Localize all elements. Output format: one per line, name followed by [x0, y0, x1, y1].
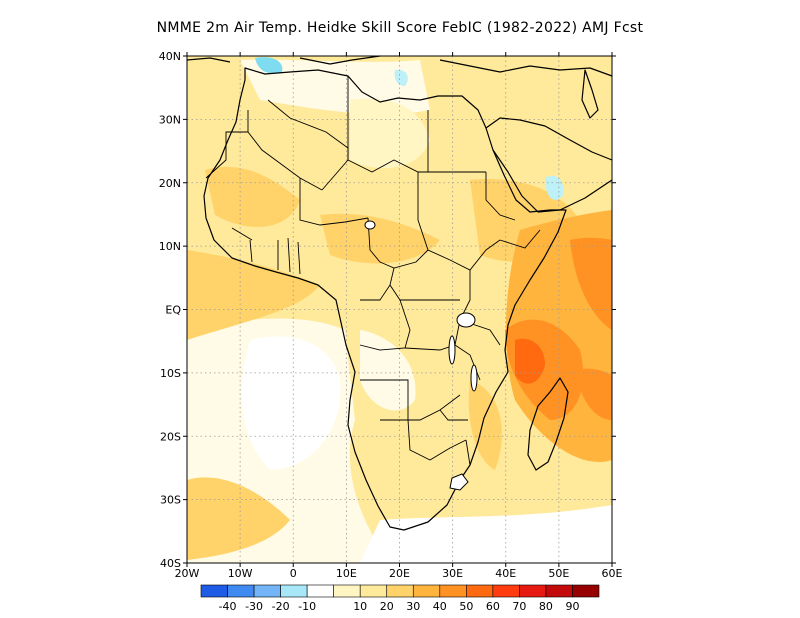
colorbar-swatch-4	[306, 584, 334, 598]
orange-region-sahel	[320, 213, 440, 264]
colorbar-swatch-8	[412, 584, 441, 598]
colorbar-label-2: -20	[272, 600, 290, 613]
white-region-atlantic-core	[241, 336, 341, 470]
white-region-southern-ocean	[360, 505, 612, 563]
lon-label-2: 0	[290, 567, 297, 580]
lake-malawi	[470, 364, 478, 392]
colorbar-swatch-14	[572, 584, 600, 598]
blue-patch-arabia	[545, 175, 564, 200]
colorbar-label-10: 70	[512, 600, 526, 613]
madagascar-coastline	[527, 377, 569, 471]
latitude-tick-labels: 40N 30N 20N 10N EQ 10S 20S 30S 40S	[159, 50, 182, 570]
map-title: NMME 2m Air Temp. Heidke Skill Score Feb…	[156, 20, 644, 36]
longitude-tick-labels: 20W 10W 0 10E 20E 30E 40E 50E 60E	[175, 567, 623, 580]
colorbar-swatch-2	[253, 584, 281, 598]
lat-label-2: 20N	[159, 177, 181, 190]
orange-region-southeast-atlantic	[187, 477, 290, 560]
colorbar	[200, 584, 600, 598]
lakes	[364, 220, 478, 491]
colorbar-label-0: -40	[219, 600, 237, 613]
lake-victoria	[456, 312, 476, 328]
lat-label-4: EQ	[165, 304, 181, 317]
colorbar-swatch-3	[280, 584, 308, 598]
colorbar-swatch-10	[466, 584, 494, 598]
colorbar-label-9: 60	[486, 600, 500, 613]
colorbar-swatch-11	[492, 584, 520, 598]
lat-label-5: 10S	[160, 367, 181, 380]
lake-tanganyika	[448, 335, 456, 365]
caspian-coastline	[581, 69, 599, 119]
colorbar-swatch-12	[519, 584, 547, 598]
colorbar-label-8: 50	[459, 600, 473, 613]
lake-chad	[364, 220, 376, 230]
arabia-coastline	[485, 117, 613, 213]
lon-label-5: 30E	[442, 567, 463, 580]
lat-label-8: 40S	[160, 557, 181, 570]
red-orange-region-indian-ocean	[515, 338, 545, 384]
orange-region-west-africa	[205, 166, 300, 227]
colorbar-swatch-9	[439, 584, 467, 598]
lat-label-7: 30S	[160, 494, 181, 507]
colorbar-swatch-13	[545, 584, 573, 598]
dark-orange-region-southeast	[575, 368, 612, 420]
colorbar-swatch-6	[359, 584, 388, 598]
lon-label-6: 40E	[495, 567, 516, 580]
colorbar-label-6: 30	[406, 600, 420, 613]
europe-coastline	[186, 55, 613, 77]
dark-orange-region-east	[570, 237, 612, 330]
colorbar-swatch-1	[227, 584, 255, 598]
lon-label-8: 60E	[602, 567, 623, 580]
colorbar-label-1: -30	[245, 600, 263, 613]
lat-label-0: 40N	[159, 50, 181, 63]
lon-label-0: 20W	[175, 567, 200, 580]
lon-label-1: 10W	[228, 567, 253, 580]
colorbar-swatch-7	[386, 584, 414, 598]
lon-label-3: 10E	[336, 567, 357, 580]
axis-ticks	[183, 52, 616, 567]
colorbar-label-3: -10	[298, 600, 316, 613]
lon-label-4: 20E	[389, 567, 410, 580]
colorbar-swatch-0	[200, 584, 228, 598]
blue-patch-north-africa	[255, 57, 283, 74]
orange-region-mozambique	[468, 380, 502, 470]
gridlines	[187, 56, 612, 563]
lat-label-6: 20S	[160, 430, 181, 443]
colorbar-label-7: 40	[433, 600, 447, 613]
white-region-southern-africa	[360, 330, 416, 411]
colorbar-label-12: 90	[565, 600, 579, 613]
orange-region-west-atlantic	[187, 250, 320, 340]
lesotho-outline	[449, 473, 469, 491]
lat-label-3: 10N	[159, 240, 181, 253]
colorbar-label-5: 20	[380, 600, 394, 613]
lat-label-1: 30N	[159, 113, 181, 126]
blue-patch-northeast	[394, 69, 408, 86]
lon-label-7: 50E	[548, 567, 569, 580]
colorbar-label-4: 10	[353, 600, 367, 613]
colorbar-swatch-5	[333, 584, 361, 598]
white-region-sahara	[350, 98, 430, 169]
colorbar-labels: -40 -30 -20 -10 10 20 30 40 50 60 70 80 90	[219, 600, 580, 613]
colorbar-label-11: 80	[539, 600, 553, 613]
